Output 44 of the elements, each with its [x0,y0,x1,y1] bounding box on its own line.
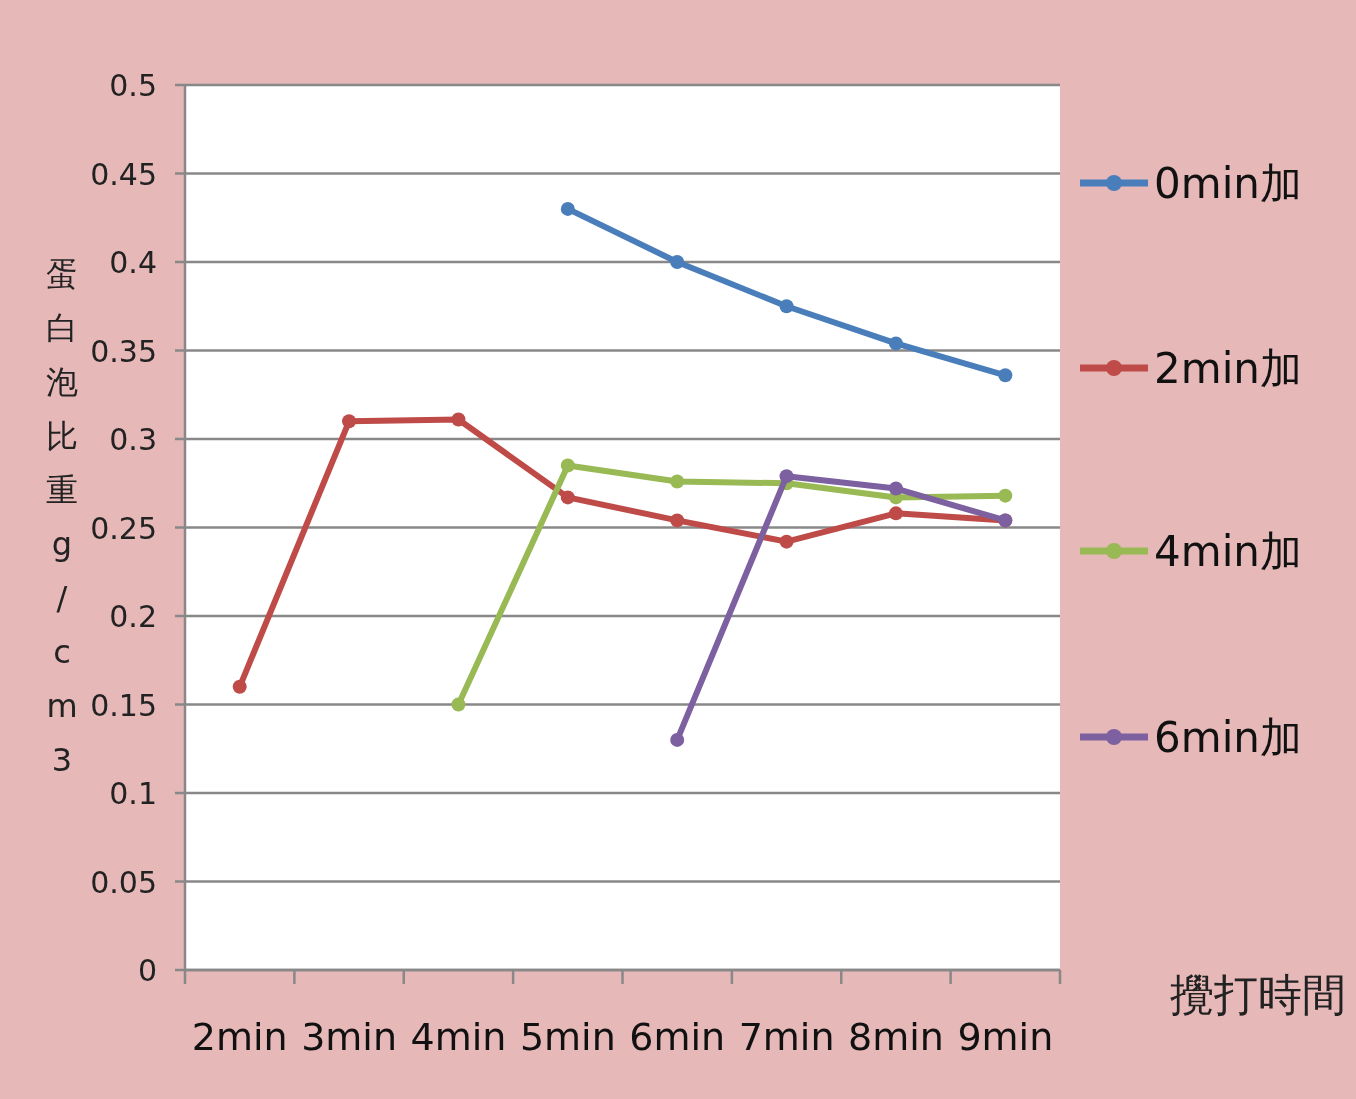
point [451,697,466,712]
y-tick-label: 0.15 [90,687,157,723]
x-tick-label: 5min [519,1015,616,1059]
point [670,513,685,528]
point [560,458,575,473]
point [998,368,1013,383]
point [670,474,685,489]
legend-label: 4min加 [1154,527,1302,576]
point [779,299,794,314]
legend-label: 0min加 [1154,159,1302,208]
x-tick-label: 2min [191,1015,288,1059]
x-axis-title: 攪打時間 [1170,969,1346,1020]
y-tick-label: 0.45 [90,156,157,192]
y-tick-label: 0.4 [109,245,157,280]
point [888,481,903,496]
x-tick-label: 8min [848,1015,944,1059]
point [998,488,1013,503]
x-tick-label: 6min [629,1015,726,1059]
y-tick-label: 0.25 [90,510,157,546]
x-tick-label: 4min [410,1015,507,1059]
point [342,414,357,429]
x-tick-label: 9min [957,1015,1054,1059]
legend-label: 6min加 [1154,713,1302,762]
point [670,255,685,269]
y-tick-label: 0.3 [109,422,157,457]
point [779,469,794,484]
point [888,336,903,351]
y-tick-label: 0.35 [90,333,157,369]
y-tick-label: 0.1 [109,776,157,811]
y-tick-label: 0.2 [109,599,157,634]
point [888,506,903,521]
point [560,201,575,216]
x-tick-label: 3min [301,1015,397,1059]
y-tick-label: 0.5 [109,68,157,103]
point [670,732,685,747]
y-tick-label: 0.05 [90,864,157,900]
point [779,534,794,549]
point [232,679,247,694]
text: 蛋白泡比重g/cm3 [46,255,78,779]
x-tick-label: 7min [738,1015,835,1059]
legend-label: 2min加 [1154,344,1302,393]
point [560,490,575,505]
y-tick-label: 0 [137,953,157,988]
point [451,412,466,427]
